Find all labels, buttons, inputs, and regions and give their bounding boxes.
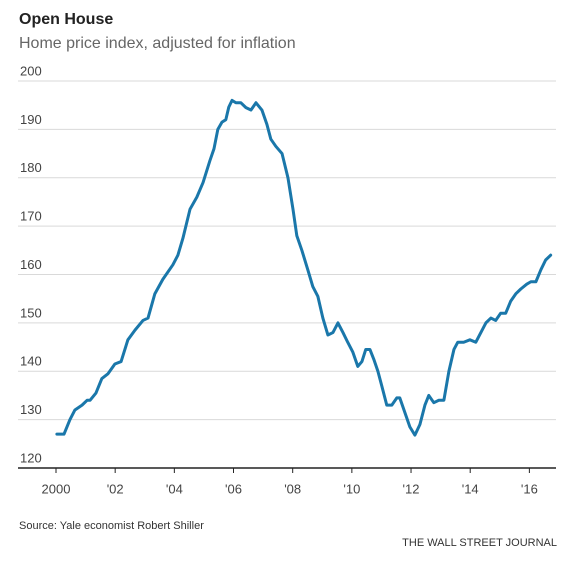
y-tick-label: 190	[20, 112, 42, 127]
x-tick-label: '16	[521, 481, 538, 496]
x-tick-label: '12	[403, 481, 420, 496]
y-tick-label: 170	[20, 209, 42, 224]
x-tick-label: '04	[166, 481, 183, 496]
y-tick-label: 140	[20, 354, 42, 369]
chart-subtitle: Home price index, adjusted for inflation	[19, 35, 296, 52]
y-tick-label: 180	[20, 160, 42, 175]
x-tick-label: '14	[462, 481, 479, 496]
y-tick-label: 160	[20, 257, 42, 272]
source-note: Source: Yale economist Robert Shiller	[19, 520, 204, 532]
x-tick-label: 2000	[42, 481, 71, 496]
chart-title: Open House	[19, 11, 113, 28]
x-tick-label: '02	[107, 481, 124, 496]
y-tick-label: 130	[20, 402, 42, 417]
y-tick-label: 200	[20, 63, 42, 78]
publisher: THE WALL STREET JOURNAL	[402, 537, 557, 549]
series-line	[55, 98, 553, 437]
x-tick-label: '10	[343, 481, 360, 496]
y-tick-label: 120	[20, 450, 42, 465]
y-tick-label: 150	[20, 305, 42, 320]
x-tick-label: '08	[284, 481, 301, 496]
x-tick-label: '06	[225, 481, 242, 496]
